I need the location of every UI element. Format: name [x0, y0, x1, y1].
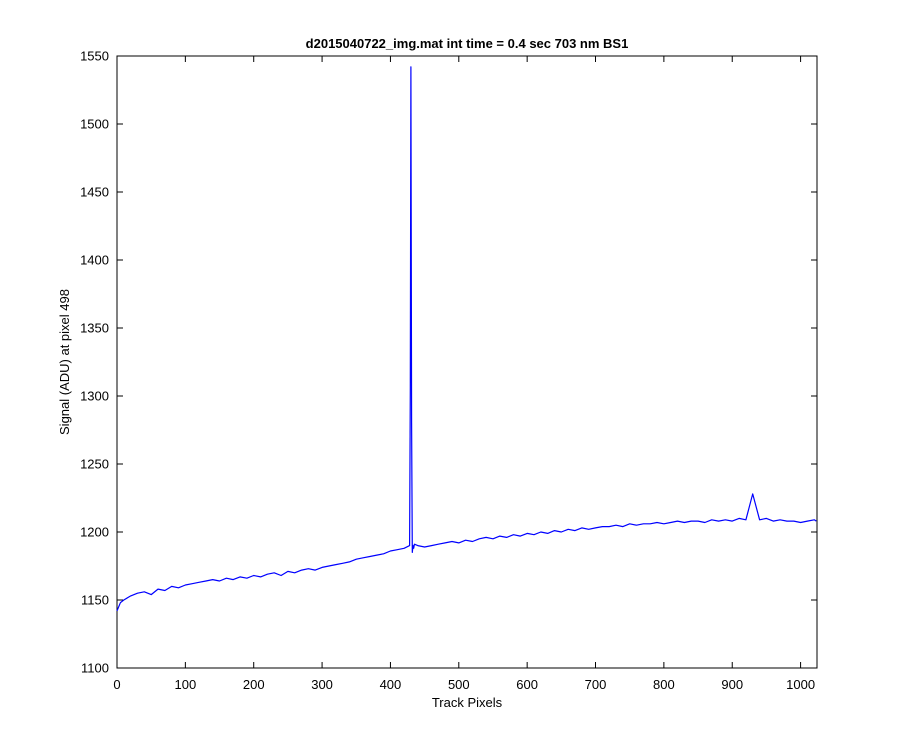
x-tick-label: 900 [721, 677, 743, 692]
x-tick-label: 700 [585, 677, 607, 692]
x-tick-label: 400 [380, 677, 402, 692]
y-tick-label: 1500 [80, 117, 109, 132]
y-tick-label: 1350 [80, 321, 109, 336]
x-tick-label: 0 [113, 677, 120, 692]
chart-title: d2015040722_img.mat int time = 0.4 sec 7… [306, 36, 629, 51]
y-tick-label: 1200 [80, 525, 109, 540]
x-axis-label: Track Pixels [432, 695, 503, 710]
y-tick-label: 1250 [80, 457, 109, 472]
y-axis-label: Signal (ADU) at pixel 498 [57, 289, 72, 435]
signal-series-line [116, 66, 817, 612]
x-tick-label: 1000 [786, 677, 815, 692]
x-tick-label: 300 [311, 677, 333, 692]
y-tick-label: 1400 [80, 253, 109, 268]
x-tick-label: 600 [516, 677, 538, 692]
y-axis-ticks: 1100 1150 1200 1250 1300 1350 1400 1450 1500 1550 [80, 49, 817, 676]
x-tick-label: 800 [653, 677, 675, 692]
y-tick-label: 1150 [81, 593, 109, 608]
y-tick-label: 1450 [80, 185, 109, 200]
x-axis-ticks: 0 100 200 300 400 500 600 700 800 900 1000 [113, 56, 815, 692]
y-tick-label: 1100 [81, 661, 109, 676]
plot-area [116, 55, 818, 669]
x-tick-label: 100 [175, 677, 197, 692]
y-tick-label: 1300 [80, 389, 109, 404]
plot-frame [116, 55, 818, 669]
y-tick-label: 1550 [80, 49, 109, 64]
x-tick-label: 500 [448, 677, 470, 692]
x-tick-label: 200 [243, 677, 265, 692]
